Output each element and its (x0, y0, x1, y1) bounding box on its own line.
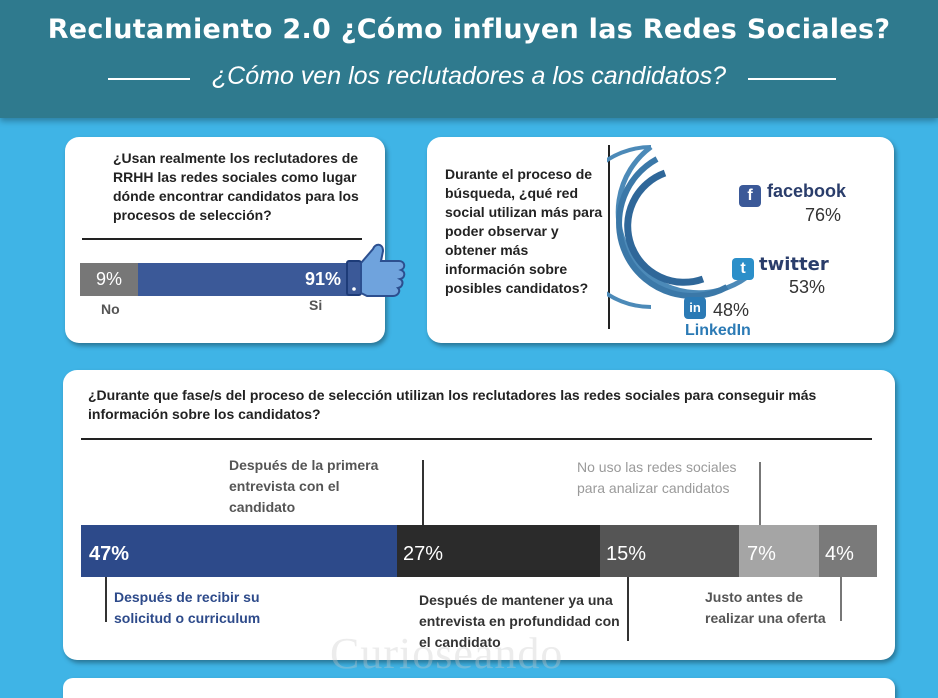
stage-label-first-interview: Después de la primera entrevista con el … (229, 457, 379, 515)
stage-bar-application: 47% (81, 525, 397, 577)
networks-divider (608, 145, 610, 329)
connector-no-use (759, 462, 761, 525)
usage-question: ¿Usan realmente los reclutadores de RRHH… (113, 150, 359, 223)
stages-card: ¿Durante que fase/s del proceso de selec… (63, 370, 895, 660)
stage-bar-deep-interview: 15% (600, 525, 739, 577)
linkedin-icon: in (684, 297, 706, 319)
facebook-icon: f (739, 185, 761, 207)
subtitle-right-rule (748, 78, 836, 80)
stage-value-deep-interview: 15% (606, 543, 647, 565)
stage-value-no-use: 7% (747, 543, 776, 565)
connector-deep-interview (627, 577, 629, 641)
header-banner: Reclutamiento 2.0 ¿Cómo influyen las Red… (0, 0, 938, 118)
twitter-icon: t (732, 258, 754, 280)
no-value: 9% (95, 269, 122, 289)
no-label: No (101, 301, 120, 317)
networks-card: Durante el proceso de búsqueda, ¿qué red… (427, 137, 894, 343)
usage-card: ¿Usan realmente los reclutadores de RRHH… (65, 137, 406, 343)
si-label: Si (309, 297, 323, 313)
si-bar: 91% (138, 263, 351, 296)
no-bar: 9% (80, 263, 138, 296)
stage-bar-before-offer: 4% (819, 525, 877, 577)
stage-value-before-offer: 4% (825, 543, 854, 565)
twitter-value: 53% (789, 277, 826, 297)
usage-divider (82, 238, 362, 240)
facebook-name: facebook (767, 181, 847, 201)
stage-bar-first-interview: 27% (397, 525, 600, 577)
page-title: Reclutamiento 2.0 ¿Cómo influyen las Red… (47, 14, 891, 45)
watermark: Curioseando (330, 629, 564, 678)
stage-value-application: 47% (89, 543, 130, 565)
next-card-edge (63, 678, 895, 698)
network-arcs-graphic (607, 144, 749, 309)
thumbs-up-icon (346, 243, 406, 297)
twitter-name: twitter (759, 254, 829, 275)
stage-value-first-interview: 27% (403, 543, 444, 565)
connector-application (105, 577, 107, 622)
stage-label-deep-interview: Después de mantener ya una entrevista en… (419, 592, 620, 650)
stage-label-application: Después de recibir su solicitud o curric… (114, 589, 261, 626)
page-subtitle: ¿Cómo ven los reclutadores a los candida… (211, 62, 727, 90)
si-value: 91% (304, 269, 341, 289)
connector-first-interview (422, 460, 424, 525)
facebook-value: 76% (805, 205, 842, 225)
stage-bar-no-use: 7% (739, 525, 819, 577)
connector-before-offer (840, 577, 842, 621)
linkedin-name: LinkedIn (685, 322, 751, 339)
stages-question: ¿Durante que fase/s del proceso de selec… (88, 387, 817, 422)
networks-question: Durante el proceso de búsqueda, ¿qué red… (445, 166, 603, 296)
linkedin-value: 48% (713, 300, 750, 320)
subtitle-left-rule (108, 78, 190, 80)
stage-label-before-offer: Justo antes de realizar una oferta (705, 589, 826, 626)
stages-divider (81, 438, 872, 440)
stage-label-no-use: No uso las redes sociales para analizar … (577, 459, 737, 496)
